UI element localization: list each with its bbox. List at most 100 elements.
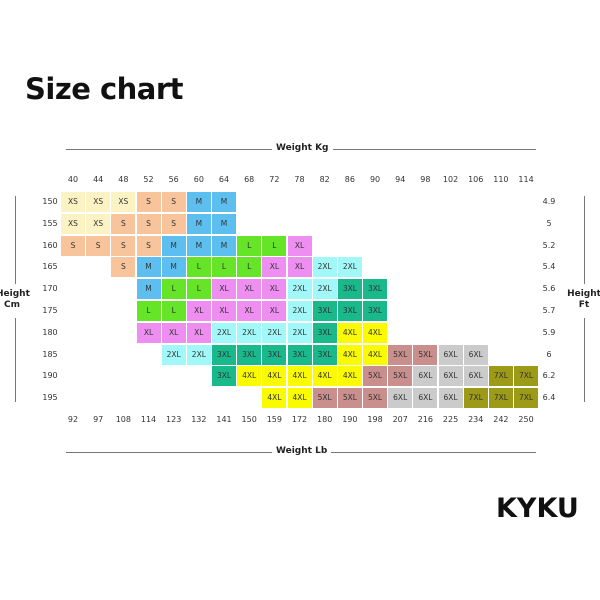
size-cell: 2XL: [312, 279, 337, 300]
size-cell: M: [161, 235, 186, 256]
size-cell: S: [136, 192, 161, 212]
height-ft-tick: 5.4: [542, 262, 556, 272]
weight-lb-tick: 123: [166, 415, 182, 424]
size-cell: L: [262, 235, 287, 256]
size-cell: 5XL: [363, 366, 388, 387]
size-cell: XL: [287, 257, 312, 278]
size-cell: S: [136, 213, 161, 234]
size-cell: XL: [262, 279, 287, 300]
size-cell: XL: [262, 257, 287, 278]
size-cell: 4XL: [363, 322, 388, 343]
height-ft-tick: 4.9: [542, 197, 556, 206]
size-cell: S: [61, 235, 85, 256]
size-cell: 6XL: [463, 344, 488, 365]
size-cell: 3XL: [337, 279, 362, 300]
size-cell: L: [161, 279, 186, 300]
height-cm-axis-line-bottom: [15, 318, 16, 402]
brand-logo: KYKU: [496, 493, 579, 524]
height-cm-tick: 190: [42, 371, 58, 381]
height-cm-tick: 150: [42, 197, 58, 206]
weight-lb-tick: 190: [342, 415, 358, 424]
size-cell: 7XL: [488, 366, 513, 387]
size-cell: XS: [61, 213, 85, 234]
size-cell: 5XL: [388, 366, 413, 387]
weight-lb-tick: 159: [266, 415, 282, 424]
height-cm-tick: 175: [42, 306, 58, 315]
size-cell: 4XL: [262, 366, 287, 387]
size-cell: XL: [186, 301, 211, 321]
weight-lb-tick: 234: [468, 415, 484, 424]
height-cm-tick: 160: [42, 240, 58, 250]
size-cell: 6XL: [438, 388, 463, 409]
size-cell: 2XL: [287, 322, 312, 343]
height-cm-tick: 195: [42, 393, 58, 403]
weight-lb-tick: 180: [317, 415, 333, 424]
height-ft-tick: 5: [546, 218, 552, 228]
size-cell: L: [237, 235, 262, 256]
weight-kg-tick: 72: [269, 175, 280, 184]
weight-lb-tick: 216: [417, 415, 434, 424]
weight-kg-tick: 52: [143, 175, 154, 184]
weight-lb-tick: 141: [216, 415, 232, 424]
size-cell: XS: [61, 192, 85, 212]
weight-kg-tick: 48: [118, 175, 129, 184]
size-cell: L: [186, 279, 211, 300]
size-cell: XL: [237, 279, 262, 300]
height-cm-label-line2: Cm: [4, 300, 20, 310]
weight-kg-tick: 90: [369, 175, 381, 184]
weight-lb-tick: 172: [291, 415, 308, 424]
page-title: Size chart: [25, 72, 184, 106]
size-cell: L: [212, 257, 237, 278]
height-cm-axis-line-top: [15, 196, 16, 284]
size-cell: L: [136, 301, 161, 321]
weight-kg-tick: 82: [319, 175, 330, 184]
height-ft-axis-line-bottom: [584, 318, 585, 402]
size-cell: L: [237, 257, 262, 278]
size-cell: 3XL: [363, 301, 388, 321]
weight-kg-tick: 64: [218, 175, 230, 184]
size-cell: 7XL: [514, 388, 539, 409]
height-cm-tick: 185: [42, 349, 58, 359]
size-cell: 6XL: [463, 366, 488, 387]
weight-kg-tick: 110: [493, 175, 509, 184]
weight-kg-tick: 106: [468, 175, 484, 184]
size-cell: 4XL: [287, 366, 312, 387]
size-cell: M: [212, 235, 237, 256]
weight-lb-tick: 150: [241, 415, 257, 424]
height-cm-label-line1: Height: [0, 289, 30, 299]
weight-lb-tick: 92: [67, 415, 79, 424]
weight-kg-tick: 44: [93, 175, 104, 184]
size-cell: 6XL: [413, 388, 438, 409]
size-cell: 5XL: [312, 388, 337, 409]
weight-kg-tick: 102: [442, 175, 459, 184]
height-ft-tick: 6.2: [542, 371, 556, 381]
size-cell: XL: [136, 322, 161, 343]
size-cell: 4XL: [237, 366, 262, 387]
height-ft-tick: 6: [546, 349, 552, 359]
size-cell: 2XL: [161, 344, 186, 365]
size-cell: 5XL: [388, 344, 413, 365]
size-cell: S: [111, 257, 136, 278]
size-cell: 3XL: [312, 301, 337, 321]
size-cell: M: [161, 257, 186, 278]
size-cell: L: [161, 301, 186, 321]
size-cell: S: [161, 192, 186, 212]
weight-lb-label: Weight Lb: [272, 446, 332, 456]
size-cell: 7XL: [488, 388, 513, 409]
size-cell: 4XL: [363, 344, 388, 365]
size-cell: 3XL: [363, 279, 388, 300]
size-cell: XL: [262, 301, 287, 321]
size-cell: XL: [161, 322, 186, 343]
weight-lb-tick: 198: [367, 415, 383, 424]
size-cell: M: [212, 213, 237, 234]
height-ft-tick: 5.7: [542, 306, 556, 315]
weight-kg-tick: 56: [168, 175, 179, 184]
height-cm-tick: 155: [42, 218, 58, 228]
weight-lb-tick: 114: [140, 415, 157, 424]
weight-kg-tick: 60: [193, 175, 204, 184]
size-cell: 4XL: [337, 322, 362, 343]
height-ft-label-line2: Ft: [578, 300, 590, 310]
size-cell: XS: [111, 192, 136, 212]
height-ft-axis-line-top: [584, 196, 585, 284]
weight-lb-tick: 250: [518, 415, 534, 424]
